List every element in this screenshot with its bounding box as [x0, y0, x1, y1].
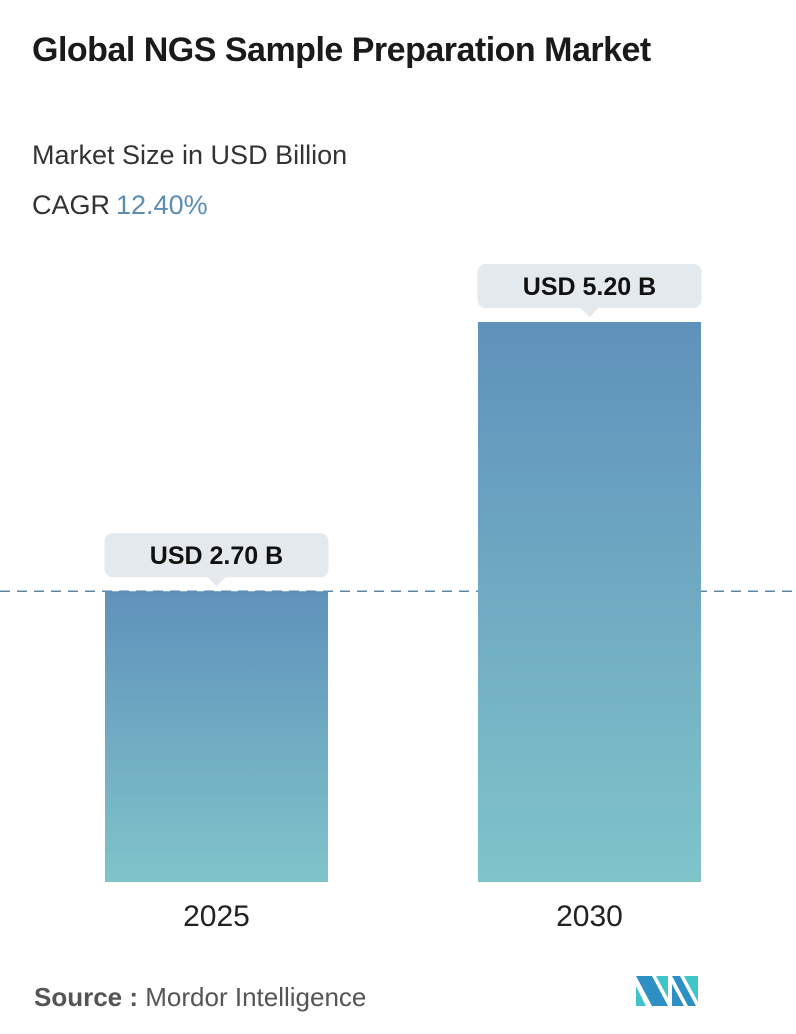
data-label: USD 2.70 B — [150, 542, 283, 570]
callout-pointer — [580, 308, 599, 317]
cagr-value: 12.40% — [116, 190, 208, 220]
bar-2025 — [105, 591, 328, 882]
data-label-callout — [104, 533, 329, 578]
cagr: CAGR 12.40% — [32, 190, 208, 221]
callout-pointer — [207, 577, 226, 587]
data-label-callout — [477, 264, 702, 308]
chart-title: Global NGS Sample Preparation Market — [32, 31, 651, 69]
x-tick-label: 2025 — [183, 900, 250, 933]
mordor-logo — [636, 976, 698, 1006]
data-label: USD 5.20 B — [523, 273, 656, 301]
bar-2030 — [478, 322, 701, 882]
source: Source : Mordor Intelligence — [34, 982, 366, 1013]
cagr-label: CAGR — [32, 190, 111, 220]
source-label: Source : — [34, 982, 139, 1012]
chart-subtitle: Market Size in USD Billion — [32, 140, 348, 170]
x-tick-label: 2030 — [556, 900, 623, 933]
source-value: Mordor Intelligence — [145, 982, 367, 1012]
